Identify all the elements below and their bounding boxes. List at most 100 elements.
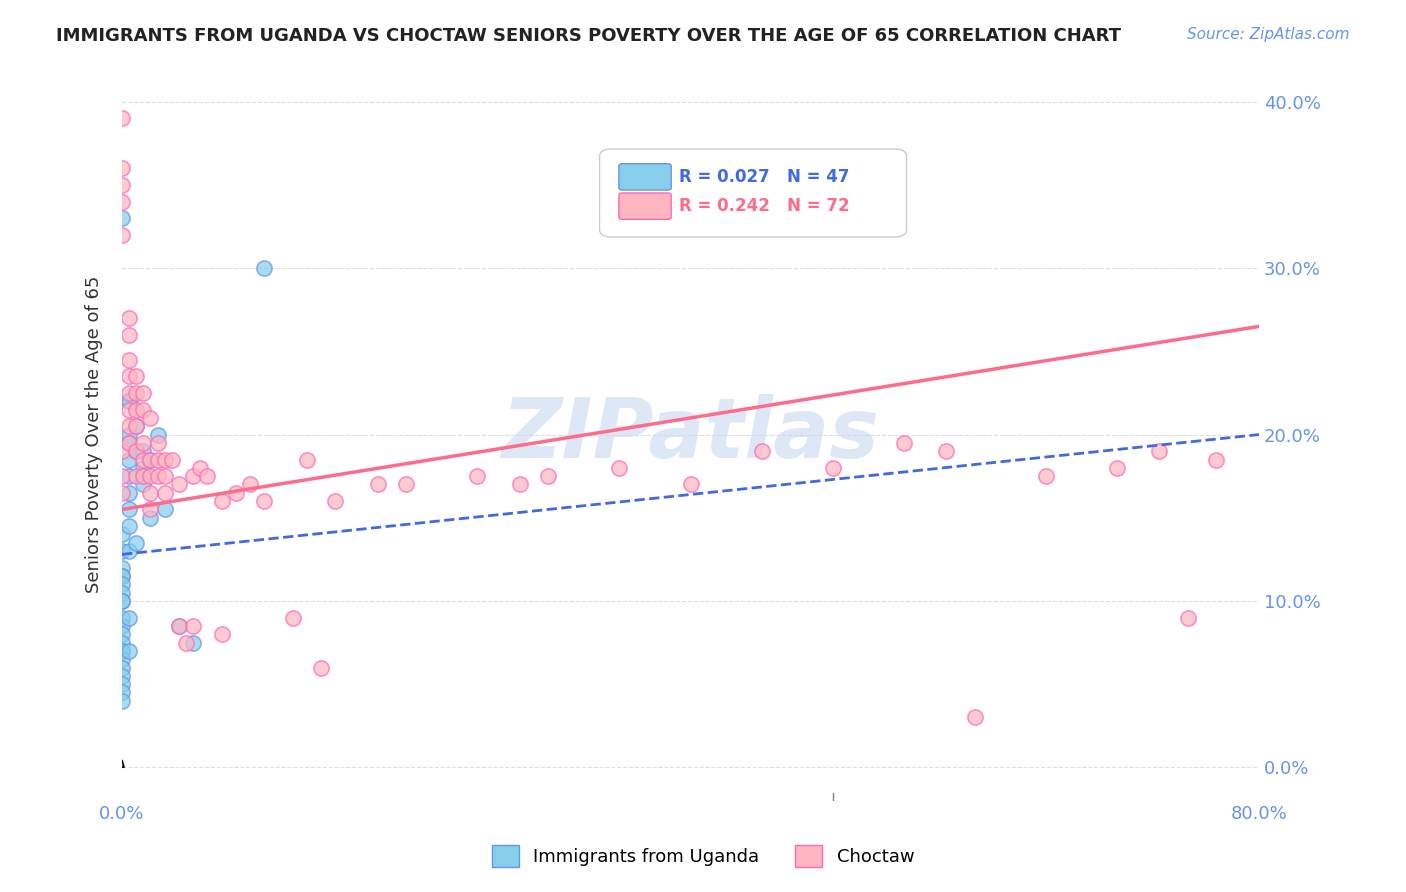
Point	[295, 452, 318, 467]
Point	[139, 452, 162, 467]
Point	[111, 669, 134, 683]
Point	[111, 610, 134, 624]
Point	[111, 652, 134, 666]
Point	[139, 502, 162, 516]
Point	[118, 485, 141, 500]
Point	[253, 261, 276, 276]
Point	[125, 444, 148, 458]
Point	[118, 394, 141, 409]
Point	[132, 402, 155, 417]
Point	[174, 635, 197, 649]
Point	[188, 460, 211, 475]
Point	[181, 635, 204, 649]
Point	[111, 677, 134, 691]
Point	[146, 427, 169, 442]
Point	[167, 477, 190, 491]
Point	[153, 502, 176, 516]
Point	[111, 485, 134, 500]
Point	[111, 569, 134, 583]
Point	[139, 510, 162, 524]
Point	[125, 469, 148, 483]
Point	[118, 644, 141, 658]
Point	[509, 477, 531, 491]
Point	[367, 477, 389, 491]
Point	[963, 710, 986, 724]
Point	[395, 477, 418, 491]
Point	[132, 477, 155, 491]
Point	[118, 436, 141, 450]
Point	[751, 444, 773, 458]
Point	[132, 452, 155, 467]
Point	[125, 419, 148, 434]
Point	[118, 402, 141, 417]
Point	[111, 635, 134, 649]
Point	[160, 452, 183, 467]
Point	[118, 436, 141, 450]
FancyArrow shape	[120, 760, 124, 767]
Text: IMMIGRANTS FROM UGANDA VS CHOCTAW SENIORS POVERTY OVER THE AGE OF 65 CORRELATION: IMMIGRANTS FROM UGANDA VS CHOCTAW SENIOR…	[56, 27, 1121, 45]
Point	[125, 535, 148, 549]
Point	[132, 436, 155, 450]
Point	[1177, 610, 1199, 624]
Point	[111, 178, 134, 192]
Point	[111, 594, 134, 608]
Point	[821, 460, 844, 475]
Point	[1105, 460, 1128, 475]
Point	[309, 660, 332, 674]
Point	[111, 444, 134, 458]
Point	[118, 544, 141, 558]
Point	[1035, 469, 1057, 483]
Point	[167, 619, 190, 633]
Point	[132, 469, 155, 483]
Point	[239, 477, 262, 491]
Point	[118, 427, 141, 442]
Point	[111, 544, 134, 558]
Point	[139, 452, 162, 467]
Point	[118, 519, 141, 533]
Point	[111, 194, 134, 209]
Point	[125, 419, 148, 434]
Point	[893, 436, 915, 450]
Point	[111, 227, 134, 242]
Point	[537, 469, 560, 483]
FancyBboxPatch shape	[619, 193, 671, 219]
Point	[253, 494, 276, 508]
Point	[139, 411, 162, 425]
Point	[118, 502, 141, 516]
Point	[118, 327, 141, 342]
Point	[1149, 444, 1171, 458]
Point	[125, 444, 148, 458]
Point	[125, 386, 148, 401]
Point	[281, 610, 304, 624]
Point	[111, 585, 134, 599]
Point	[118, 469, 141, 483]
Point	[181, 469, 204, 483]
Point	[111, 211, 134, 226]
FancyBboxPatch shape	[599, 149, 907, 237]
Point	[139, 469, 162, 483]
Point	[111, 644, 134, 658]
Point	[111, 560, 134, 574]
Point	[153, 469, 176, 483]
Legend: Immigrants from Uganda, Choctaw: Immigrants from Uganda, Choctaw	[484, 838, 922, 874]
Text: R = 0.027   N = 47: R = 0.027 N = 47	[679, 168, 849, 186]
Point	[323, 494, 346, 508]
Text: R = 0.242   N = 72: R = 0.242 N = 72	[679, 197, 849, 215]
Point	[118, 610, 141, 624]
Point	[111, 685, 134, 699]
Point	[609, 460, 631, 475]
Point	[153, 485, 176, 500]
Point	[111, 469, 134, 483]
Point	[111, 594, 134, 608]
Point	[211, 627, 233, 641]
Point	[679, 477, 702, 491]
Point	[111, 112, 134, 126]
Point	[167, 619, 190, 633]
Point	[225, 485, 247, 500]
Point	[125, 402, 148, 417]
Point	[1205, 452, 1227, 467]
Point	[132, 386, 155, 401]
Point	[118, 352, 141, 367]
Point	[111, 619, 134, 633]
Point	[118, 394, 141, 409]
